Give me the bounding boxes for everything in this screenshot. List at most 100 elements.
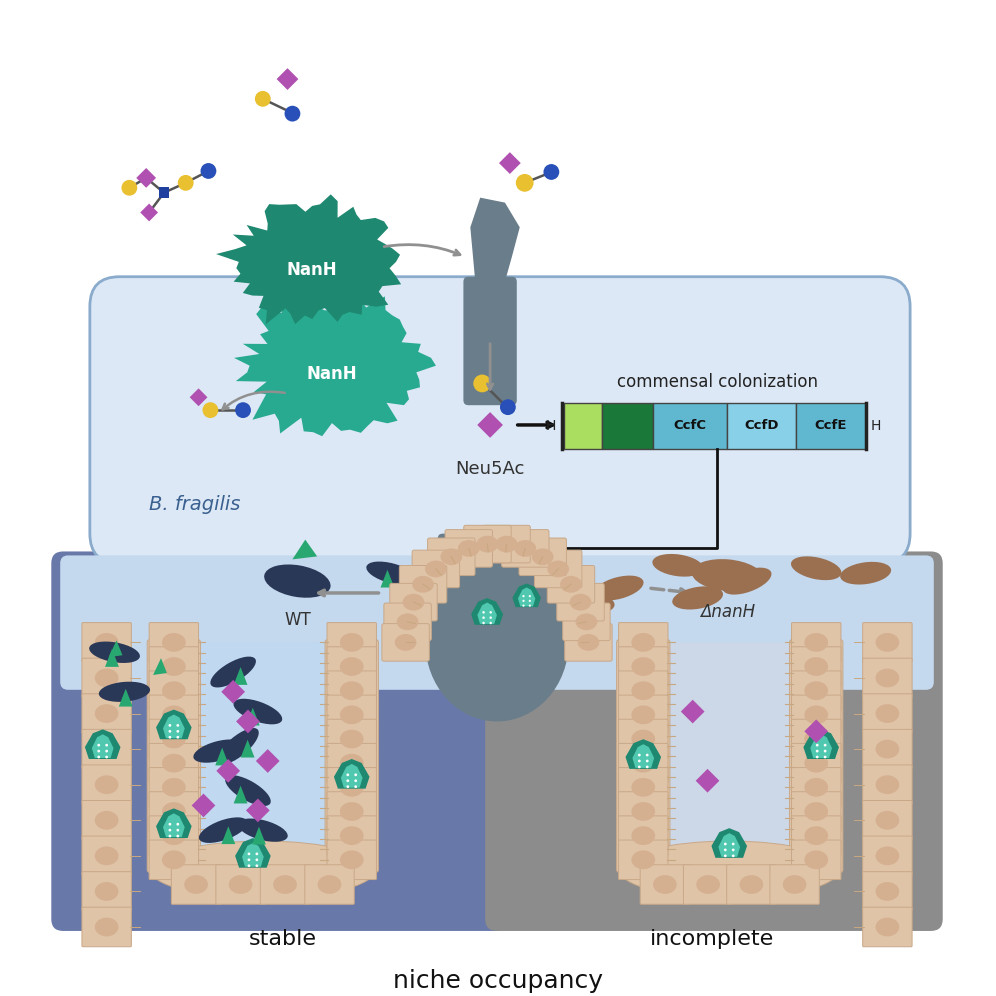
Polygon shape	[277, 68, 299, 90]
Polygon shape	[477, 603, 497, 623]
FancyBboxPatch shape	[619, 622, 668, 662]
Circle shape	[816, 756, 819, 758]
Circle shape	[248, 859, 250, 862]
Ellipse shape	[425, 558, 476, 579]
FancyBboxPatch shape	[602, 403, 653, 448]
Circle shape	[724, 843, 727, 846]
Ellipse shape	[791, 557, 842, 580]
Circle shape	[256, 865, 258, 868]
FancyBboxPatch shape	[389, 584, 437, 621]
Circle shape	[168, 736, 171, 739]
Ellipse shape	[875, 668, 899, 687]
Ellipse shape	[162, 705, 185, 724]
Ellipse shape	[631, 681, 655, 700]
FancyBboxPatch shape	[82, 765, 131, 805]
Ellipse shape	[805, 802, 828, 821]
Ellipse shape	[405, 578, 456, 599]
Circle shape	[645, 766, 648, 768]
Polygon shape	[380, 570, 394, 588]
Circle shape	[176, 835, 179, 838]
Polygon shape	[395, 591, 409, 608]
FancyBboxPatch shape	[327, 622, 376, 662]
Ellipse shape	[402, 594, 424, 611]
Circle shape	[176, 823, 179, 826]
Polygon shape	[246, 708, 260, 725]
FancyBboxPatch shape	[563, 603, 611, 640]
Polygon shape	[426, 585, 440, 603]
Text: C: C	[458, 557, 469, 572]
Ellipse shape	[631, 705, 655, 724]
Ellipse shape	[875, 704, 899, 723]
Circle shape	[176, 724, 179, 727]
Ellipse shape	[631, 657, 655, 676]
Text: CcfD: CcfD	[745, 419, 779, 432]
FancyBboxPatch shape	[463, 585, 511, 642]
Polygon shape	[234, 285, 436, 436]
FancyBboxPatch shape	[792, 768, 841, 807]
Ellipse shape	[95, 811, 119, 830]
FancyBboxPatch shape	[727, 403, 797, 448]
Circle shape	[824, 744, 827, 747]
Ellipse shape	[162, 681, 185, 700]
Ellipse shape	[90, 641, 139, 663]
FancyBboxPatch shape	[792, 792, 841, 832]
Ellipse shape	[875, 740, 899, 759]
Text: D: D	[481, 606, 493, 621]
Ellipse shape	[162, 851, 185, 870]
Ellipse shape	[162, 657, 185, 676]
FancyBboxPatch shape	[519, 538, 567, 576]
Ellipse shape	[631, 730, 655, 748]
FancyBboxPatch shape	[863, 622, 912, 662]
Polygon shape	[811, 734, 832, 758]
Circle shape	[355, 785, 358, 788]
Circle shape	[724, 849, 727, 852]
Polygon shape	[221, 680, 245, 703]
Ellipse shape	[318, 875, 342, 893]
Ellipse shape	[631, 778, 655, 797]
FancyBboxPatch shape	[619, 646, 668, 686]
Circle shape	[98, 750, 101, 752]
FancyBboxPatch shape	[260, 865, 310, 904]
Ellipse shape	[514, 540, 536, 557]
FancyBboxPatch shape	[770, 865, 820, 904]
Ellipse shape	[805, 778, 828, 797]
Circle shape	[482, 612, 485, 614]
Ellipse shape	[99, 681, 150, 702]
FancyBboxPatch shape	[149, 646, 198, 686]
Ellipse shape	[875, 811, 899, 830]
Ellipse shape	[805, 827, 828, 845]
Circle shape	[482, 622, 485, 624]
Polygon shape	[85, 729, 121, 759]
FancyBboxPatch shape	[171, 865, 221, 904]
Ellipse shape	[594, 576, 643, 601]
Ellipse shape	[570, 594, 592, 611]
FancyBboxPatch shape	[792, 719, 841, 759]
Polygon shape	[136, 168, 156, 188]
Circle shape	[645, 754, 648, 756]
FancyBboxPatch shape	[327, 646, 376, 686]
Circle shape	[106, 750, 108, 752]
Circle shape	[816, 750, 819, 752]
Text: E: E	[502, 558, 512, 573]
Ellipse shape	[783, 875, 807, 893]
Ellipse shape	[340, 681, 364, 700]
FancyBboxPatch shape	[792, 743, 841, 783]
Circle shape	[529, 595, 531, 598]
Polygon shape	[471, 599, 503, 624]
FancyBboxPatch shape	[683, 865, 733, 904]
Circle shape	[732, 855, 735, 858]
Ellipse shape	[264, 565, 331, 598]
Text: H: H	[871, 419, 880, 433]
Circle shape	[168, 730, 171, 733]
Circle shape	[529, 605, 531, 607]
Ellipse shape	[340, 754, 364, 773]
FancyBboxPatch shape	[445, 530, 492, 567]
Ellipse shape	[340, 802, 364, 821]
Ellipse shape	[340, 633, 364, 651]
Circle shape	[168, 724, 171, 727]
Ellipse shape	[532, 549, 554, 565]
FancyBboxPatch shape	[619, 671, 668, 710]
Circle shape	[544, 164, 560, 180]
Circle shape	[638, 760, 640, 762]
Ellipse shape	[162, 730, 185, 748]
